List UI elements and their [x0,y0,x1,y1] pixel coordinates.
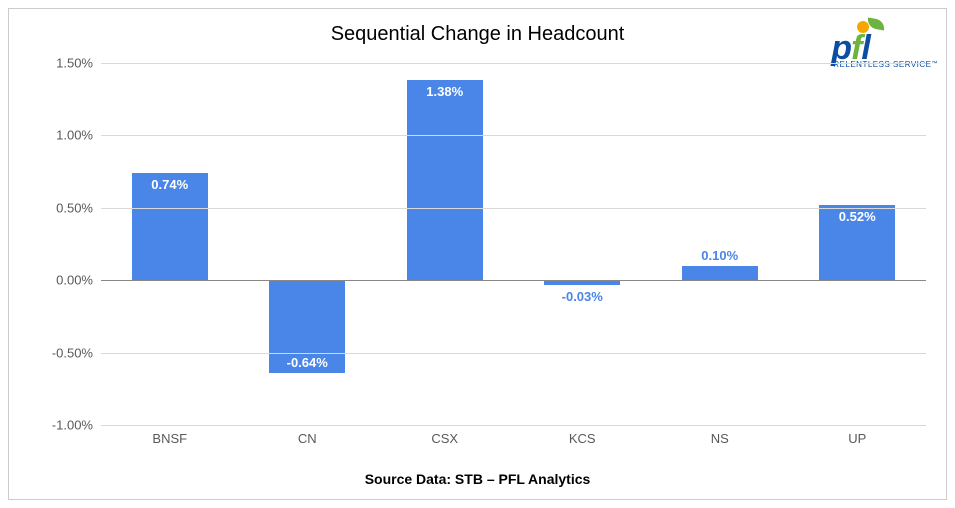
logo: pfl RELENTLESS SERVICE™ [831,15,936,69]
bar-value-label: -0.03% [514,289,651,304]
bar-value-label: -0.64% [238,355,375,370]
y-tick-label: 1.00% [56,128,93,143]
x-tick-label: CSX [376,431,513,446]
gridline [101,135,926,136]
x-tick-label: NS [651,431,788,446]
gridline [101,63,926,64]
x-tick-label: BNSF [101,431,238,446]
gridline [101,353,926,354]
x-tick-label: KCS [514,431,651,446]
bar [407,80,483,280]
bar-slot: 1.38% [376,63,513,425]
bar-value-label: 0.52% [789,209,926,224]
zero-gridline [101,280,926,281]
y-tick-label: 0.00% [56,273,93,288]
bar-slot: 0.74% [101,63,238,425]
logo-sun-icon [857,21,955,37]
source-text: Source Data: STB – PFL Analytics [9,471,946,487]
bar-slot: 0.10% [651,63,788,425]
bar-value-label: 0.74% [101,177,238,192]
y-tick-label: -0.50% [52,345,93,360]
chart-frame: Sequential Change in Headcount pfl RELEN… [8,8,947,500]
bar-value-label: 0.10% [651,248,788,263]
plot-area: -1.00%-0.50%0.00%0.50%1.00%1.50% 0.74%-0… [29,63,926,453]
x-axis: BNSFCNCSXKCSNSUP [101,425,926,453]
bar-slot: -0.03% [514,63,651,425]
chart-title: Sequential Change in Headcount [9,9,946,46]
y-tick-label: 1.50% [56,56,93,71]
y-tick-label: -1.00% [52,418,93,433]
y-axis: -1.00%-0.50%0.00%0.50%1.00%1.50% [29,63,101,425]
x-tick-label: UP [789,431,926,446]
plot-grid: 0.74% -0.64% 1.38% -0.03% 0.10% 0.52% [101,63,926,425]
bars-container: 0.74% -0.64% 1.38% -0.03% 0.10% 0.52% [101,63,926,425]
y-tick-label: 0.50% [56,200,93,215]
bar-slot: -0.64% [238,63,375,425]
x-tick-label: CN [238,431,375,446]
gridline [101,208,926,209]
bar-value-label: 1.38% [376,84,513,99]
bar [682,266,758,280]
bar-slot: 0.52% [789,63,926,425]
